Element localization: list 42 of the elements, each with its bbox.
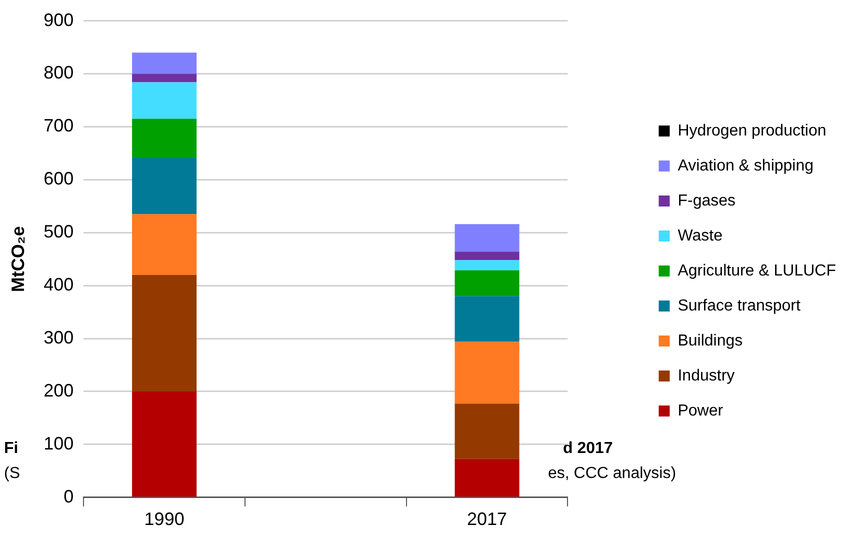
legend-label: Waste [678, 227, 723, 244]
bar [132, 391, 197, 497]
y-tick-label: 500 [44, 222, 74, 242]
bar [132, 82, 197, 119]
legend-label: Hydrogen production [678, 122, 826, 140]
y-tick-label: 900 [44, 10, 74, 30]
y-tick-label: 100 [44, 433, 74, 454]
y-tick-label: 0 [64, 486, 74, 506]
bar [132, 74, 197, 82]
annotation: es, CCC analysis) [548, 465, 676, 483]
y-tick-label: 800 [44, 62, 74, 83]
x-tick-label: 1990 [144, 509, 184, 530]
bar [454, 458, 520, 497]
bar [454, 404, 520, 459]
bar [454, 224, 520, 252]
y-tick-label: 700 [44, 116, 74, 136]
text: Fi [4, 440, 18, 458]
bar [132, 52, 197, 74]
legend-label: Agriculture & LULUCF [678, 262, 836, 280]
bar [454, 252, 520, 260]
bar [132, 118, 197, 158]
bar [454, 342, 520, 404]
text: (S [4, 465, 20, 483]
annotation: d 2017 [563, 440, 613, 458]
legend-label: Aviation & shipping [678, 157, 814, 174]
bar [454, 260, 520, 270]
y-tick-label: 300 [44, 328, 74, 348]
legend-label: Surface transport [678, 297, 802, 314]
y-tick-label: 600 [44, 168, 74, 189]
legend-label: F-gases [678, 192, 736, 210]
bar [132, 214, 197, 275]
y-tick-label: 400 [44, 274, 74, 295]
bar [132, 274, 197, 392]
bar [454, 270, 520, 296]
y-axis-title: MtCO₂e [8, 226, 28, 292]
bar [132, 158, 197, 214]
x-tick-label: 2017 [467, 509, 508, 530]
bar [454, 296, 520, 342]
y-tick-label: 200 [44, 380, 74, 400]
legend-label: Industry [678, 367, 735, 384]
legend-label: Power [678, 402, 724, 420]
legend-label: Buildings [678, 332, 743, 350]
